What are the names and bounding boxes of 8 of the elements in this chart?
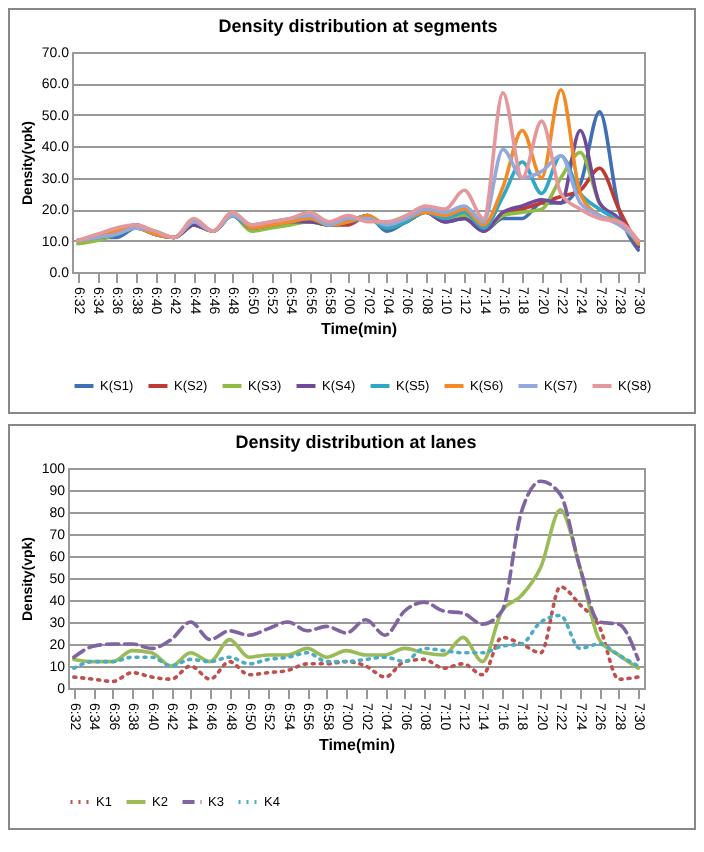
x-axis-title: Time(min): [320, 320, 398, 339]
line-series: [72, 585, 640, 684]
line-series: [72, 508, 640, 670]
chart-title: Density distribution at segments: [218, 16, 498, 36]
line-series: [72, 479, 640, 662]
line-series: [72, 613, 640, 670]
chart-title: Density distribution at lanes: [235, 432, 477, 452]
x-axis-title: Time(min): [318, 736, 396, 755]
